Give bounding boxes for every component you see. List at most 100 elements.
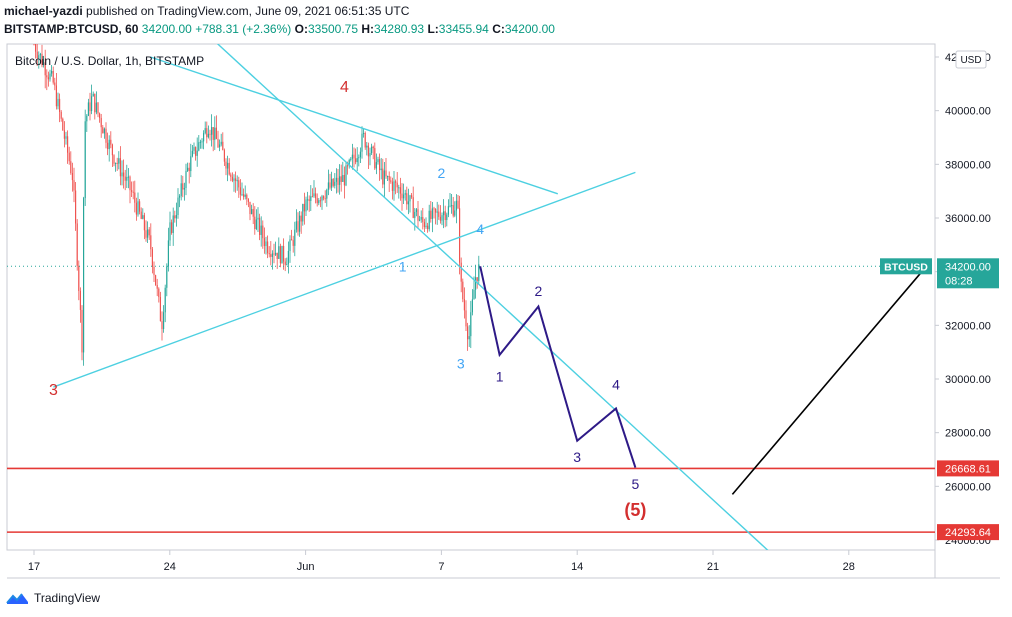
ohlc-legend: BITSTAMP:BTCUSD, 60 34200.00 +788.31 (+2… <box>4 22 555 36</box>
candle-body <box>417 209 419 221</box>
candle-body <box>111 144 113 156</box>
candle-body <box>321 196 323 201</box>
candle-body <box>215 127 217 139</box>
candle-body <box>387 176 389 178</box>
candle-body <box>135 202 137 215</box>
candle-body <box>441 215 443 221</box>
candle-body <box>201 141 203 143</box>
candle-body <box>65 136 67 139</box>
candle-body <box>292 240 294 246</box>
candle-body <box>425 225 427 228</box>
candle-body <box>54 82 56 86</box>
plot-area[interactable] <box>7 36 935 554</box>
candle-body <box>140 211 142 219</box>
price-change: +788.31 (+2.36%) <box>195 22 292 36</box>
candle-body <box>190 156 192 172</box>
candle-body <box>361 133 363 152</box>
candle-body <box>276 252 278 259</box>
wave-label: 2 <box>438 165 446 181</box>
candle-body <box>446 214 448 220</box>
candle-body <box>265 241 267 247</box>
candle-body <box>71 173 73 181</box>
recovery-projection-line[interactable] <box>731 265 928 495</box>
candle-body <box>294 229 296 246</box>
y-tick-label: 32000.00 <box>945 320 991 332</box>
candle-body <box>355 158 357 163</box>
open-label: O: <box>294 22 308 36</box>
candle-body <box>358 157 360 159</box>
candle-body <box>335 177 337 182</box>
candle-body <box>75 190 77 224</box>
candle-body <box>212 127 214 140</box>
candle-body <box>113 155 115 164</box>
candle-body <box>145 230 147 238</box>
candle-body <box>231 176 233 181</box>
candle-body <box>44 62 46 76</box>
x-tick-label: 17 <box>28 561 40 573</box>
wave-label: 1 <box>399 259 407 275</box>
tradingview-footer[interactable]: TradingView <box>6 590 100 606</box>
candle-body <box>332 178 334 186</box>
wave-projection-path[interactable] <box>479 266 637 468</box>
candle-body <box>63 130 65 139</box>
candle-body <box>278 246 280 259</box>
candle-body <box>287 250 289 265</box>
candle-body <box>110 139 112 145</box>
close-value: 34200.00 <box>504 22 555 36</box>
trendline[interactable] <box>53 171 636 388</box>
candle-body <box>252 209 254 217</box>
candle-body <box>323 196 325 199</box>
candle-body <box>99 113 101 118</box>
candle-body <box>167 240 169 267</box>
candle-body <box>116 162 118 164</box>
candle-body <box>142 215 144 219</box>
candle-body <box>313 193 315 197</box>
trendline[interactable] <box>209 36 772 554</box>
low-label: L: <box>427 22 439 36</box>
candle-body <box>137 201 139 215</box>
symbol-badge <box>880 258 932 275</box>
candle-body <box>359 151 361 158</box>
y-tick-label: 26000.00 <box>945 481 991 493</box>
price-badge-value: 34200.00 <box>945 261 991 273</box>
candle-body <box>460 262 462 282</box>
candle-body <box>311 196 313 198</box>
candle-body <box>395 181 397 183</box>
candle-body <box>103 128 105 134</box>
candle-body <box>467 326 469 340</box>
candle-body <box>393 181 395 191</box>
symbol-badge-label: BTCUSD <box>884 261 928 273</box>
trendline[interactable] <box>150 56 559 195</box>
candle-body <box>60 111 62 119</box>
candle-body <box>247 199 249 202</box>
candle-body <box>161 321 163 330</box>
candle-body <box>124 176 126 181</box>
candle-body <box>134 192 136 203</box>
candle-body <box>259 217 261 235</box>
candle-body <box>371 146 373 154</box>
candle-body <box>268 253 270 255</box>
close-label: C: <box>492 22 505 36</box>
candle-body <box>244 194 246 197</box>
candle-body <box>228 162 230 175</box>
author-name[interactable]: michael-yazdi <box>4 4 83 18</box>
candle-body <box>375 162 377 169</box>
candle-body <box>271 253 273 257</box>
candle-body <box>129 176 131 191</box>
y-tick-label: 28000.00 <box>945 428 991 440</box>
candle-body <box>36 51 38 59</box>
candle-body <box>327 182 329 190</box>
candle-body <box>331 178 333 188</box>
candle-body <box>401 193 403 199</box>
y-tick-label: 36000.00 <box>945 213 991 225</box>
candle-body <box>127 176 129 178</box>
candle-body <box>283 245 285 262</box>
candle-body <box>439 216 441 221</box>
candle-body <box>57 98 59 107</box>
currency-badge-box[interactable] <box>955 50 987 69</box>
candle-body <box>97 102 99 114</box>
candle-body <box>62 118 64 131</box>
wave-label: 2 <box>535 283 543 299</box>
candle-body <box>411 195 413 198</box>
